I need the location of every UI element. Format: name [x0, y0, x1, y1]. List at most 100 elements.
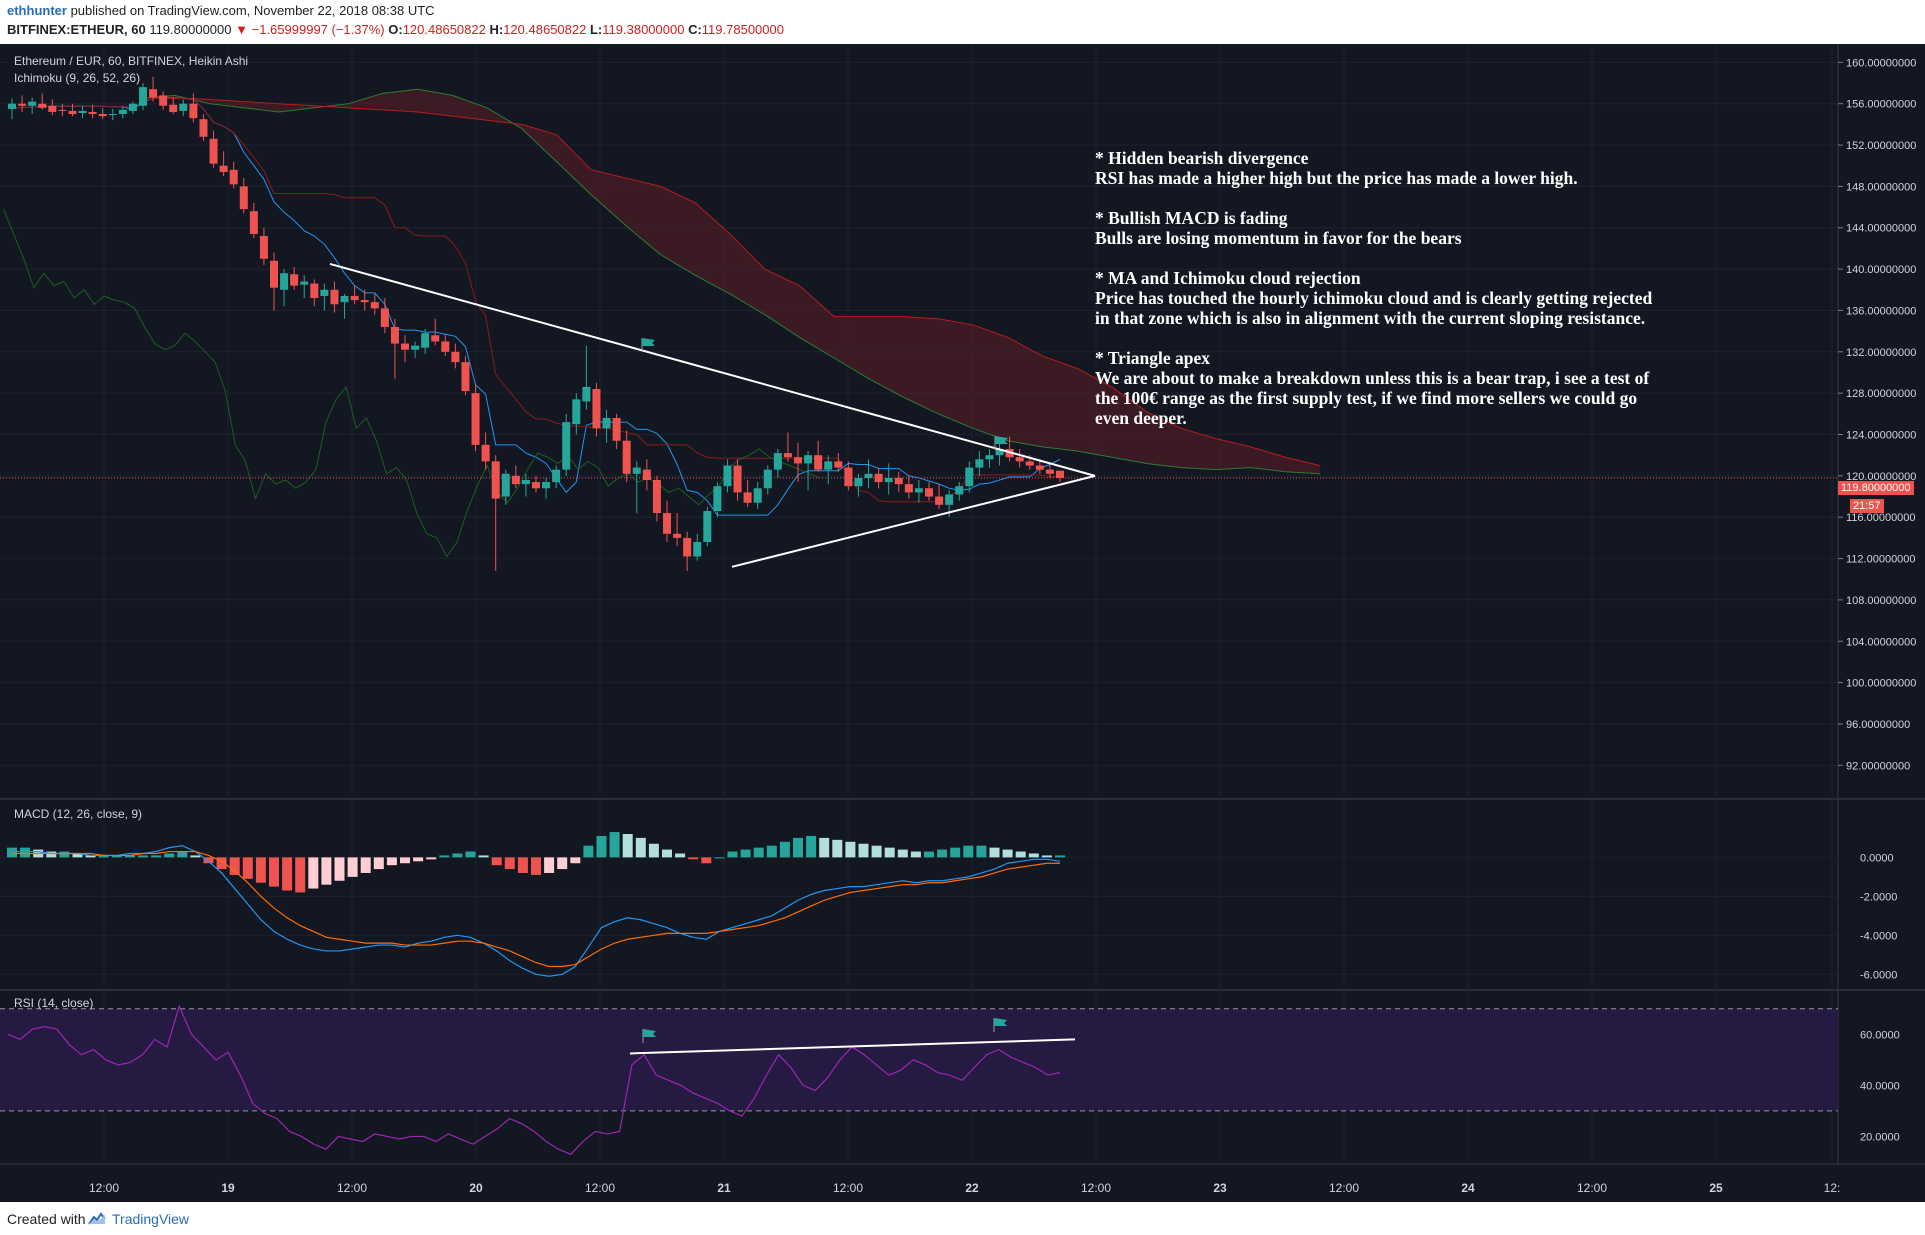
candle-body[interactable]: [8, 103, 16, 109]
candle-body[interactable]: [814, 455, 823, 470]
candle-body[interactable]: [380, 308, 389, 327]
candle-body[interactable]: [763, 469, 772, 489]
signal-line[interactable]: [12, 850, 1060, 968]
candle-body[interactable]: [471, 393, 480, 445]
candle-body[interactable]: [753, 488, 762, 503]
candle-body[interactable]: [209, 138, 218, 164]
macd-pane[interactable]: [7, 832, 1065, 977]
candle-body[interactable]: [421, 333, 430, 348]
rsi-pane[interactable]: [0, 1004, 1838, 1156]
candle-body[interactable]: [98, 114, 107, 117]
candle-body[interactable]: [28, 101, 37, 106]
candle-body[interactable]: [783, 453, 792, 458]
candle-body[interactable]: [874, 473, 883, 483]
macd-line[interactable]: [12, 845, 1061, 977]
candle-body[interactable]: [481, 444, 490, 462]
candle-body[interactable]: [310, 283, 319, 299]
candle-body[interactable]: [1045, 469, 1054, 474]
candle-body[interactable]: [652, 479, 661, 514]
candle-body[interactable]: [300, 281, 309, 285]
candle-body[interactable]: [794, 457, 802, 464]
trendlines[interactable]: [329, 262, 1096, 568]
candle-body[interactable]: [360, 300, 369, 303]
candle-body[interactable]: [521, 479, 530, 485]
candle-body[interactable]: [703, 511, 712, 543]
candle-body[interactable]: [864, 473, 873, 478]
candle-body[interactable]: [592, 389, 601, 429]
candle-body[interactable]: [1015, 457, 1024, 462]
candle-body[interactable]: [673, 533, 682, 538]
candle-body[interactable]: [985, 455, 994, 460]
price-axis[interactable]: 12:00 19 12:00 20 12:00 21 12:00 22 12:00 23 12:00…: [89, 57, 1916, 1195]
candle-body[interactable]: [1025, 461, 1034, 466]
candle-body[interactable]: [370, 302, 379, 309]
candle-body[interactable]: [88, 111, 97, 115]
candle-body[interactable]: [128, 103, 137, 111]
candle-body[interactable]: [955, 486, 964, 495]
resistance-trendline[interactable]: [329, 262, 1096, 477]
candle-body[interactable]: [693, 542, 702, 557]
author-link[interactable]: ethhunter: [7, 3, 67, 18]
candle-body[interactable]: [169, 104, 178, 112]
candle-body[interactable]: [431, 335, 440, 342]
candle-body[interactable]: [894, 477, 903, 485]
rsi-line[interactable]: [7, 1004, 1061, 1156]
candle-body[interactable]: [330, 289, 339, 305]
candle-body[interactable]: [280, 273, 289, 290]
candle-body[interactable]: [975, 459, 984, 468]
candle-body[interactable]: [532, 482, 540, 489]
candle-body[interactable]: [723, 465, 732, 487]
candle-body[interactable]: [935, 496, 944, 505]
candle-body[interactable]: [713, 486, 722, 512]
candle-body[interactable]: [743, 492, 752, 503]
candle-body[interactable]: [441, 341, 450, 352]
candle-body[interactable]: [501, 473, 510, 497]
candle-body[interactable]: [118, 109, 127, 115]
candle-body[interactable]: [632, 467, 641, 474]
candle-body[interactable]: [68, 110, 77, 115]
candle-body[interactable]: [622, 440, 631, 474]
candle-body[interactable]: [1056, 470, 1064, 478]
candle-body[interactable]: [904, 484, 913, 493]
candle-body[interactable]: [219, 165, 228, 172]
candle-body[interactable]: [804, 455, 813, 464]
chart-area[interactable]: 12:00 19 12:00 20 12:00 21 12:00 22 12:00 23 12:00…: [0, 44, 1925, 1202]
candle-body[interactable]: [390, 326, 399, 344]
candle-body[interactable]: [48, 105, 57, 112]
candle-body[interactable]: [461, 362, 470, 392]
candle-body[interactable]: [149, 89, 158, 98]
candle-body[interactable]: [995, 448, 1004, 456]
candle-body[interactable]: [562, 422, 571, 470]
candle-body[interactable]: [340, 295, 349, 303]
candle-body[interactable]: [451, 351, 460, 363]
tradingview-link[interactable]: TradingView: [112, 1211, 190, 1227]
candle-body[interactable]: [58, 109, 67, 111]
candles[interactable]: [8, 76, 1064, 571]
candle-body[interactable]: [773, 453, 782, 470]
support-trendline[interactable]: [731, 474, 1096, 568]
candle-body[interactable]: [824, 461, 833, 470]
candle-body[interactable]: [602, 417, 611, 429]
candle-body[interactable]: [229, 169, 238, 185]
candle-body[interactable]: [884, 477, 893, 483]
candle-body[interactable]: [199, 119, 208, 137]
candle-body[interactable]: [844, 467, 853, 487]
candle-body[interactable]: [1035, 465, 1044, 470]
candle-body[interactable]: [108, 114, 117, 116]
candle-body[interactable]: [612, 417, 621, 441]
candle-body[interactable]: [491, 461, 500, 499]
candle-body[interactable]: [38, 103, 47, 108]
candle-body[interactable]: [945, 494, 954, 505]
candle-body[interactable]: [139, 87, 147, 106]
candle-body[interactable]: [733, 465, 742, 493]
candle-body[interactable]: [914, 488, 923, 493]
candle-body[interactable]: [572, 399, 581, 425]
candle-body[interactable]: [925, 488, 933, 497]
candle-body[interactable]: [965, 467, 974, 487]
candle-body[interactable]: [270, 260, 278, 288]
candle-body[interactable]: [189, 103, 198, 119]
candle-body[interactable]: [663, 513, 671, 534]
candle-body[interactable]: [511, 475, 520, 485]
candle-body[interactable]: [552, 469, 561, 483]
candle-body[interactable]: [159, 95, 168, 106]
